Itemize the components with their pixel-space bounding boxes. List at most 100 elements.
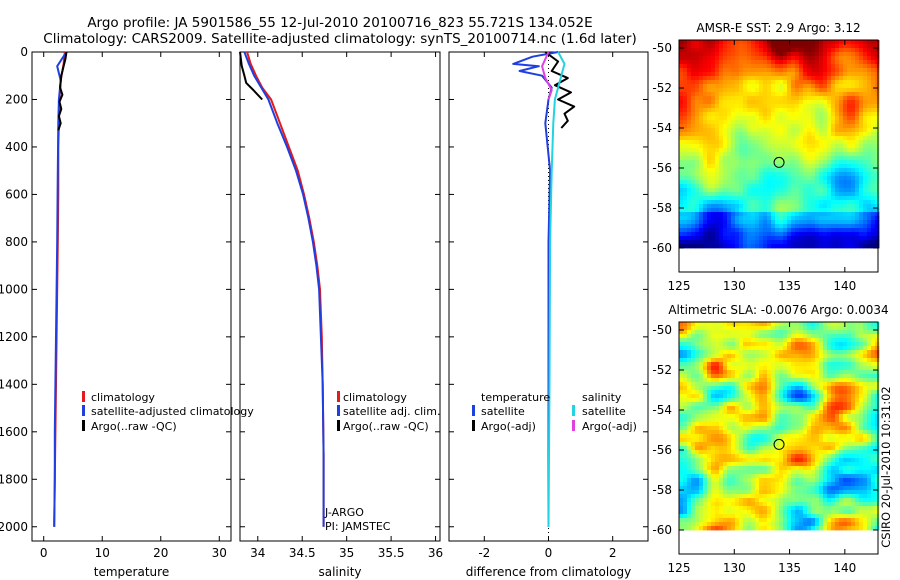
heatmap-cell [715,482,720,487]
heatmap-cell [807,446,812,451]
heatmap-cell [687,346,692,351]
heatmap-cell [687,386,692,391]
heatmap-cell [791,446,796,451]
heatmap-cell [699,330,704,335]
heatmap-cell [799,466,804,471]
heatmap-cell [839,108,844,113]
heatmap-cell [755,176,760,181]
heatmap-cell [847,140,852,145]
heatmap-cell [799,326,804,331]
heatmap-cell [843,76,848,81]
heatmap-cell [827,426,832,431]
heatmap-cell [851,490,856,495]
heatmap-cell [855,172,860,177]
heatmap-cell [703,168,708,173]
heatmap-cell [787,362,792,367]
heatmap-cell [731,354,736,359]
heatmap-cell [707,228,712,233]
heatmap-cell [755,200,760,205]
heatmap-cell [867,236,872,241]
heatmap-cell [707,434,712,439]
heatmap-cell [827,120,832,125]
heatmap-cell [747,326,752,331]
heatmap-cell [783,334,788,339]
heatmap-cell [703,326,708,331]
heatmap-cell [751,164,756,169]
heatmap-cell [719,180,724,185]
heatmap-cell [695,80,700,85]
heatmap-cell [799,398,804,403]
heatmap-cell [719,346,724,351]
heatmap-cell [867,56,872,61]
heatmap-cell [735,140,740,145]
heatmap-cell [795,330,800,335]
heatmap-cell [835,438,840,443]
heatmap-cell [843,350,848,355]
y-tick-label: 1400 [0,377,28,391]
heatmap-cell [863,450,868,455]
heatmap-cell [843,84,848,89]
heatmap-cell [711,458,716,463]
heatmap-cell [731,160,736,165]
heatmap-cell [875,334,880,339]
heatmap-cell [687,52,692,57]
heatmap-cell [811,382,816,387]
heatmap-cell [875,56,880,61]
heatmap-cell [691,88,696,93]
heatmap-cell [723,370,728,375]
heatmap-cell [835,346,840,351]
heatmap-cell [759,446,764,451]
heatmap-cell [859,96,864,101]
heatmap-cell [707,430,712,435]
heatmap-cell [831,160,836,165]
heatmap-cell [715,486,720,491]
heatmap-cell [811,244,816,249]
heatmap-cell [731,240,736,245]
heatmap-cell [727,450,732,455]
heatmap-cell [771,104,776,109]
heatmap-cell [731,216,736,221]
heatmap-cell [707,132,712,137]
heatmap-cell [855,76,860,81]
y-tick-label: 800 [5,235,28,249]
heatmap-cell [691,434,696,439]
heatmap-cell [695,176,700,181]
heatmap-cell [731,60,736,65]
heatmap-cell [863,426,868,431]
heatmap-cell [799,228,804,233]
heatmap-cell [743,108,748,113]
heatmap-cell [719,88,724,93]
heatmap-cell [703,208,708,213]
heatmap-cell [871,390,876,395]
heatmap-cell [871,478,876,483]
heatmap-cell [847,402,852,407]
heatmap-cell [695,224,700,229]
heatmap-cell [727,374,732,379]
heatmap-cell [683,430,688,435]
heatmap-cell [867,120,872,125]
heatmap-cell [819,52,824,57]
heatmap-cell [835,120,840,125]
heatmap-cell [759,414,764,419]
heatmap-cell [679,394,684,399]
heatmap-cell [835,116,840,121]
heatmap-cell [875,192,880,197]
heatmap-cell [855,52,860,57]
heatmap-cell [751,216,756,221]
heatmap-cell [839,224,844,229]
heatmap-cell [715,180,720,185]
heatmap-cell [787,108,792,113]
heatmap-cell [783,418,788,423]
heatmap-cell [759,406,764,411]
heatmap-cell [755,92,760,97]
heatmap-cell [711,334,716,339]
heatmap-cell [831,330,836,335]
heatmap-cell [771,466,776,471]
heatmap-cell [723,418,728,423]
heatmap-cell [747,462,752,467]
heatmap-cell [803,160,808,165]
heatmap-cell [783,362,788,367]
heatmap-cell [739,128,744,133]
heatmap-cell [771,148,776,153]
heatmap-cell [743,180,748,185]
